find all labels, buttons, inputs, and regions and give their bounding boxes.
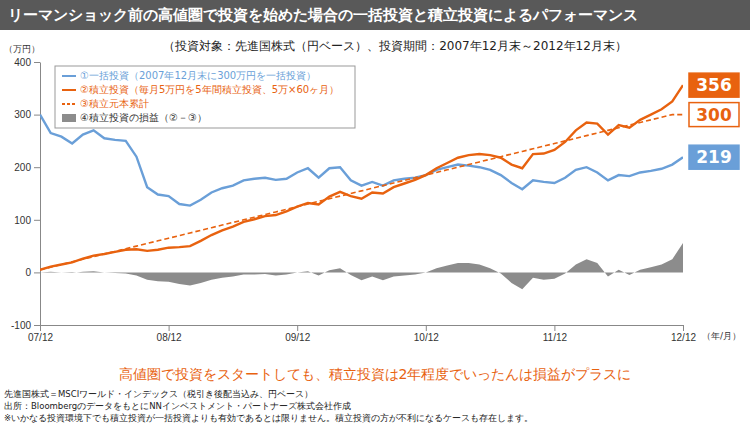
tick-mark: [34, 167, 40, 168]
y-tick: 200: [14, 162, 40, 173]
title-banner: [0, 0, 750, 30]
tick-label: 12/12: [671, 332, 696, 343]
end-label-box: [689, 103, 739, 127]
tick-mark: [554, 325, 555, 331]
tick-label: 300: [14, 109, 31, 120]
legend-label: ①一括投資（2007年12月末に300万円を一括投資）: [80, 70, 316, 81]
tick-mark: [34, 62, 40, 63]
y-tick: 300: [14, 109, 40, 120]
tick-mark: [34, 220, 40, 221]
title: リーマンショック前の高値圏で投資を始めた場合の一括投資と積立投資によるパフォーマ…: [8, 6, 638, 24]
tick-mark: [40, 325, 41, 331]
tick-label: 100: [14, 215, 31, 226]
legend-label: ④積立投資の損益（②－③）: [80, 112, 207, 123]
y-tick: 100: [14, 215, 40, 226]
legend-box: [55, 66, 355, 128]
tick-mark: [683, 325, 684, 331]
x-axis-line: [41, 325, 684, 326]
y-axis: -100 0 100 200 300 400: [11, 57, 41, 331]
line: [40, 85, 683, 270]
chart: リーマンショック前の高値圏で投資を始めた場合の一括投資と積立投資によるパフォーマ…: [0, 0, 750, 428]
tick-mark: [34, 325, 40, 326]
x-tick: 07/12: [28, 325, 53, 343]
footnote: ※いかなる投資環境下でも積立投資が一括投資よりも有効であるとは限りません。積立投…: [4, 413, 533, 423]
legend: ①一括投資（2007年12月末に300万円を一括投資） ②積立投資（毎月5万円を5…: [55, 66, 355, 128]
y-tick: 0: [25, 267, 40, 278]
tick-label: -100: [11, 320, 31, 331]
end-label: 219: [696, 147, 732, 167]
plot-marks: [40, 85, 683, 289]
legend-swatch: [62, 103, 76, 105]
legend-swatch: [62, 89, 76, 91]
x-tick: 12/12: [671, 325, 696, 343]
tick-label: 08/12: [157, 332, 182, 343]
end-label: 300: [696, 105, 732, 125]
x-tick: 08/12: [157, 325, 182, 343]
end-label-box: [689, 145, 739, 169]
x-axis: 07/12 08/12 09/12 10/12 11/12 12/12: [28, 325, 696, 343]
legend-label: ②積立投資（毎月5万円を5年間積立投資、5万×60ヶ月）: [80, 84, 339, 95]
tick-mark: [297, 325, 298, 331]
caption: 高値圏で投資をスタートしても、積立投資は2年程度でいったんは損益がプラスに: [119, 366, 632, 382]
subtitle: （投資対象：先進国株式（円ベース）、投資期間：2007年12月末～2012年12…: [163, 39, 627, 53]
legend-swatch: [62, 114, 76, 122]
x-axis-title: （年/月）: [702, 331, 741, 341]
y-axis-line: [40, 63, 41, 326]
x-tick: 09/12: [285, 325, 310, 343]
line: [40, 115, 683, 270]
end-label-box: [689, 73, 739, 97]
tick-label: 200: [14, 162, 31, 173]
x-tick: 10/12: [414, 325, 439, 343]
tick-label: 0: [25, 267, 31, 278]
tick-label: 10/12: [414, 332, 439, 343]
legend-swatch: [62, 75, 76, 77]
footnote: 出所：BloombergのデータをもとにNNインベストメント・パートナーズ株式会…: [4, 401, 351, 411]
footnote: 先進国株式＝MSCIワールド・インデックス（税引き後配当込み、円ベース）: [4, 389, 313, 399]
legend-label: ③積立元本累計: [80, 98, 149, 109]
end-label: 356: [696, 75, 732, 95]
tick-mark: [169, 325, 170, 331]
tick-label: 11/12: [543, 332, 568, 343]
y-tick: 400: [14, 57, 40, 68]
x-tick: 11/12: [543, 325, 568, 343]
tick-label: 07/12: [28, 332, 53, 343]
tick-mark: [34, 115, 40, 116]
tick-mark: [34, 272, 40, 273]
y-tick: -100: [11, 320, 40, 331]
y-axis-title: （万円）: [4, 44, 40, 54]
tick-label: 400: [14, 57, 31, 68]
tick-label: 09/12: [285, 332, 310, 343]
tick-mark: [426, 325, 427, 331]
